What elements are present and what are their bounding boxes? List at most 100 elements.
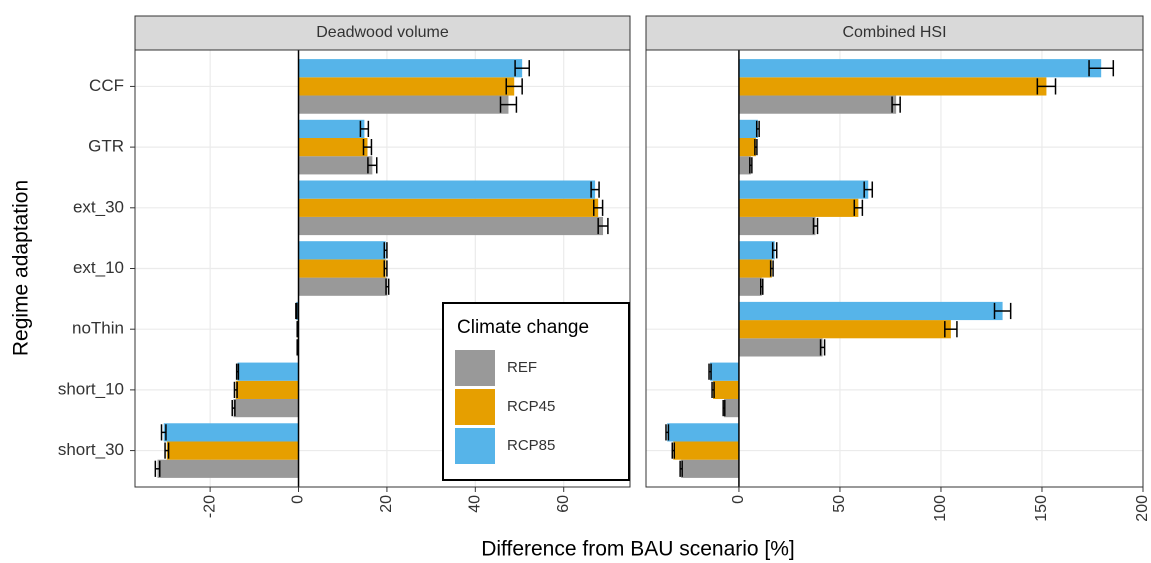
bar: [710, 362, 739, 381]
bar: [738, 320, 951, 339]
error-bar: [944, 321, 958, 338]
x-tick-label: 150: [1033, 495, 1050, 522]
error-bar: [383, 242, 388, 259]
error-bar: [505, 78, 523, 95]
y-axis-label: Regime adaptation: [10, 180, 33, 356]
bar: [163, 423, 299, 442]
error-bar: [499, 96, 518, 113]
bar: [667, 423, 739, 442]
error-bar: [1088, 60, 1115, 77]
bar: [298, 216, 604, 236]
bar: [298, 95, 509, 114]
error-bar: [760, 278, 764, 295]
bar: [235, 380, 299, 399]
bar: [298, 198, 599, 217]
bar: [166, 441, 299, 460]
bar: [713, 380, 739, 399]
x-tick-label: 0: [290, 495, 307, 504]
legend-label: RCP45: [507, 398, 555, 415]
x-tick-label: 60: [555, 495, 572, 513]
error-bar: [679, 460, 683, 477]
x-tick-label: 0: [730, 495, 747, 504]
error-bar: [749, 157, 753, 174]
error-bar: [514, 60, 530, 77]
error-bar: [597, 217, 609, 235]
y-tick-label: short_10: [58, 379, 124, 398]
error-bar: [771, 242, 778, 259]
bar: [738, 198, 859, 217]
x-tick-label: 40: [467, 495, 484, 513]
y-tick-label: CCF: [89, 76, 124, 95]
error-bar: [359, 120, 370, 138]
error-bar: [722, 399, 726, 417]
bar: [298, 156, 373, 175]
bar: [233, 398, 299, 418]
bar: [738, 180, 869, 199]
error-bar: [708, 363, 712, 380]
error-bar: [383, 260, 388, 277]
x-tick-label: 50: [831, 495, 848, 513]
error-bar: [362, 139, 373, 156]
bar: [298, 77, 515, 96]
x-axis-label: Difference from BAU scenario [%]: [481, 538, 795, 561]
error-bar: [367, 157, 378, 174]
bar: [673, 441, 739, 460]
y-tick-label: ext_30: [73, 197, 124, 216]
x-tick-label: 100: [932, 495, 949, 522]
x-tick-label: 20: [378, 495, 395, 513]
bar: [298, 59, 523, 78]
bar: [738, 138, 756, 157]
y-tick-label: GTR: [88, 137, 124, 156]
bar: [237, 362, 299, 381]
legend-key: [455, 428, 495, 464]
bar: [738, 301, 1003, 321]
error-bar: [593, 199, 604, 216]
error-bar: [819, 339, 826, 356]
bar: [298, 119, 365, 139]
error-bar: [754, 139, 758, 156]
bar: [738, 259, 772, 278]
error-bar: [295, 302, 298, 320]
error-bar: [853, 199, 864, 216]
bar: [738, 277, 762, 296]
error-bar: [1036, 78, 1057, 95]
bar: [298, 277, 388, 296]
error-bar: [665, 424, 670, 441]
legend-label: REF: [507, 359, 537, 376]
legend-label: RCP85: [507, 437, 555, 454]
panel-title: Combined HSI: [842, 24, 946, 41]
bar: [738, 59, 1102, 78]
error-bar: [812, 217, 819, 235]
error-bar: [671, 442, 676, 459]
bar: [738, 338, 823, 357]
legend-key: [455, 350, 495, 386]
y-tick-label: ext_10: [73, 258, 124, 277]
error-bar: [235, 363, 240, 380]
bar: [723, 398, 739, 418]
error-bar: [233, 381, 238, 398]
error-bar: [160, 424, 167, 441]
error-bar: [154, 460, 161, 477]
error-bar: [993, 302, 1012, 320]
bar: [681, 459, 739, 478]
error-bar: [891, 96, 901, 113]
bar: [298, 241, 386, 260]
bar: [738, 216, 816, 236]
bar: [738, 95, 897, 114]
error-bar: [769, 260, 774, 277]
error-bar: [755, 120, 760, 138]
bar: [738, 119, 758, 139]
panel-border: [645, 49, 1144, 488]
bar: [298, 180, 596, 199]
error-bar: [385, 278, 390, 295]
error-bar: [590, 181, 600, 198]
legend-title: Climate change: [457, 317, 589, 338]
bar: [738, 77, 1047, 96]
y-tick-label: noThin: [72, 319, 124, 338]
bar: [298, 259, 386, 278]
panel-title: Deadwood volume: [316, 24, 449, 41]
legend-key: [455, 389, 495, 425]
x-tick-label: 200: [1134, 495, 1151, 522]
error-bar: [231, 399, 236, 417]
